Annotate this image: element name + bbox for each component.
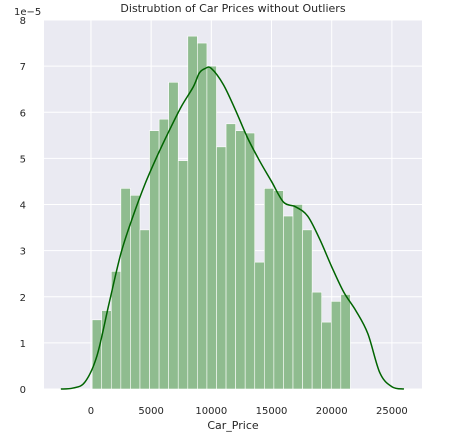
- y-tick-label: 3: [20, 247, 26, 258]
- histogram-bar: [177, 160, 189, 390]
- histogram-bar: [206, 65, 217, 390]
- histogram-bar: [273, 190, 284, 390]
- chart-title: Distrubtion of Car Prices without Outlie…: [120, 2, 345, 15]
- y-tick-labels: 0 1 2 3 4 5 6 7 8: [20, 16, 26, 396]
- histogram-bar: [244, 132, 256, 390]
- histogram-bars: [91, 35, 351, 390]
- histogram-bar: [225, 123, 236, 390]
- x-tick-label: 5000: [138, 406, 163, 417]
- x-tick-label: 0: [88, 406, 94, 417]
- y-tick-label: 1: [20, 339, 26, 350]
- histogram-bar: [283, 215, 294, 390]
- x-tick-label: 15000: [256, 406, 288, 417]
- x-tick-label: 20000: [316, 406, 348, 417]
- x-tick-label: 25000: [376, 406, 408, 417]
- histogram-bar: [292, 204, 303, 390]
- histogram-bar: [130, 194, 141, 390]
- y-tick-label: 7: [20, 62, 26, 73]
- histogram-bar: [216, 146, 227, 390]
- y-offset-text: 1e−5: [14, 7, 41, 18]
- histogram-bar: [340, 294, 351, 390]
- histogram-bar: [120, 188, 131, 390]
- histogram-bar: [158, 118, 169, 390]
- y-tick-label: 0: [20, 385, 26, 396]
- y-tick-label: 8: [20, 16, 26, 27]
- y-tick-label: 6: [20, 108, 26, 119]
- histogram-bar: [264, 188, 275, 390]
- y-tick-label: 2: [20, 293, 26, 304]
- histogram-bar: [197, 42, 208, 390]
- x-tick-label: 10000: [195, 406, 227, 417]
- y-tick-label: 5: [20, 154, 26, 165]
- kde-line: [60, 66, 405, 390]
- histogram-bar: [302, 229, 313, 390]
- histogram-bar: [101, 310, 112, 390]
- histogram-bar: [254, 261, 265, 390]
- histogram-bar: [321, 321, 332, 390]
- x-tick-labels: 0 5000 10000 15000 20000 25000: [88, 406, 408, 417]
- histogram-bar: [311, 291, 322, 390]
- x-axis-label: Car_Price: [207, 419, 259, 432]
- y-tick-label: 4: [20, 201, 26, 212]
- histogram-bar: [330, 301, 342, 390]
- histogram-bar: [235, 130, 246, 390]
- histogram-bar: [139, 229, 150, 390]
